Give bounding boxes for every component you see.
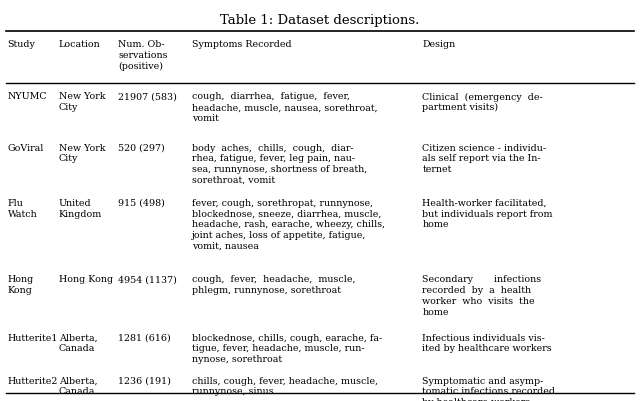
Text: body  aches,  chills,  cough,  diar-
rhea, fatigue, fever, leg pain, nau-
sea, r: body aches, chills, cough, diar- rhea, f… [192, 143, 367, 184]
Text: New York
City: New York City [59, 143, 106, 163]
Text: 1236 (191): 1236 (191) [118, 376, 172, 385]
Text: 1281 (616): 1281 (616) [118, 333, 171, 342]
Text: Design: Design [422, 40, 456, 49]
Text: Secondary       infections
recorded  by  a  health
worker  who  visits  the
home: Secondary infections recorded by a healt… [422, 275, 541, 316]
Text: Num. Ob-
servations
(positive): Num. Ob- servations (positive) [118, 40, 168, 71]
Text: Clinical  (emergency  de-
partment visits): Clinical (emergency de- partment visits) [422, 92, 543, 112]
Text: Hong Kong: Hong Kong [59, 275, 113, 284]
Text: cough,  fever,  headache,  muscle,
phlegm, runnynose, sorethroat: cough, fever, headache, muscle, phlegm, … [192, 275, 355, 294]
Text: Study: Study [8, 40, 36, 49]
Text: cough,  diarrhea,  fatigue,  fever,
headache, muscle, nausea, sorethroat,
vomit: cough, diarrhea, fatigue, fever, headach… [192, 92, 378, 123]
Text: 4954 (1137): 4954 (1137) [118, 275, 177, 284]
Text: Infectious individuals vis-
ited by healthcare workers: Infectious individuals vis- ited by heal… [422, 333, 552, 352]
Text: Alberta,
Canada: Alberta, Canada [59, 376, 97, 395]
Text: 520 (297): 520 (297) [118, 143, 165, 152]
Text: United
Kingdom: United Kingdom [59, 198, 102, 218]
Text: Table 1: Dataset descriptions.: Table 1: Dataset descriptions. [220, 14, 420, 27]
Text: NYUMC: NYUMC [8, 92, 47, 101]
Text: Citizen science - individu-
als self report via the In-
ternet: Citizen science - individu- als self rep… [422, 143, 547, 174]
Text: Alberta,
Canada: Alberta, Canada [59, 333, 97, 352]
Text: 21907 (583): 21907 (583) [118, 92, 177, 101]
Text: blockednose, chills, cough, earache, fa-
tigue, fever, headache, muscle, run-
ny: blockednose, chills, cough, earache, fa-… [192, 333, 382, 363]
Text: Flu
Watch: Flu Watch [8, 198, 37, 218]
Text: Location: Location [59, 40, 100, 49]
Text: Symptomatic and asymp-
tomatic infections recorded
by healthcare workers: Symptomatic and asymp- tomatic infection… [422, 376, 556, 401]
Text: New York
City: New York City [59, 92, 106, 112]
Text: Hutterite2: Hutterite2 [8, 376, 58, 385]
Text: Health-worker facilitated,
but individuals report from
home: Health-worker facilitated, but individua… [422, 198, 553, 229]
Text: fever, cough, sorethropat, runnynose,
blockednose, sneeze, diarrhea, muscle,
hea: fever, cough, sorethropat, runnynose, bl… [192, 198, 385, 250]
Text: Hutterite1: Hutterite1 [8, 333, 58, 342]
Text: Symptoms Recorded: Symptoms Recorded [192, 40, 292, 49]
Text: GoViral: GoViral [8, 143, 44, 152]
Text: chills, cough, fever, headache, muscle,
runnynose, sinus: chills, cough, fever, headache, muscle, … [192, 376, 378, 395]
Text: 915 (498): 915 (498) [118, 198, 165, 207]
Text: Hong
Kong: Hong Kong [8, 275, 34, 294]
